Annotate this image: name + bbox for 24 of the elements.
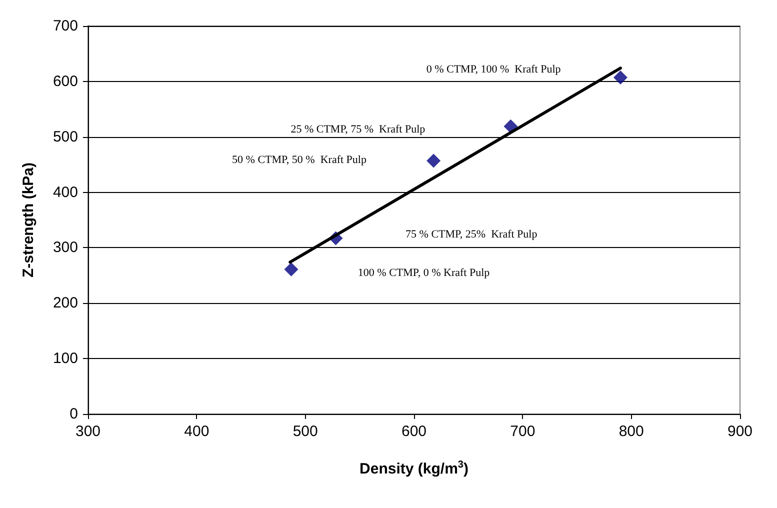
- annotation: 0 % CTMP, 100 % Kraft Pulp: [426, 63, 562, 76]
- point: [284, 262, 298, 276]
- y-tick-label: 600: [52, 72, 78, 90]
- x-tick-label: 300: [75, 423, 101, 440]
- annotation: 50 % CTMP, 50 % Kraft Pulp: [232, 154, 367, 166]
- x-tick-label: 800: [618, 423, 644, 440]
- x-tick-label: 500: [292, 423, 318, 440]
- x-tick-label: 600: [401, 423, 427, 440]
- point: [613, 70, 628, 85]
- annotation: 75 % CTMP, 25% Kraft Pulp: [406, 228, 538, 241]
- annotation: 25 % CTMP, 75 % Kraft Pulp: [290, 124, 426, 136]
- y-tick-label: 500: [52, 128, 78, 146]
- annotation: 100 % CTMP, 0 % Kraft Pulp: [358, 266, 490, 279]
- y-tick-label: 700: [52, 18, 78, 34]
- y-tick-label: 100: [52, 350, 78, 368]
- x-tick-label: 700: [510, 423, 536, 440]
- y-tick-label: 300: [52, 239, 78, 256]
- x-tick-label: 400: [184, 423, 210, 440]
- y-tick-label: 400: [52, 184, 78, 201]
- y-tick-label: 0: [70, 406, 78, 422]
- point: [426, 154, 441, 168]
- x-tick-label: 900: [727, 423, 753, 440]
- y-axis-title: Z-strength (kPa): [20, 162, 37, 278]
- y-tick-label: 200: [52, 294, 78, 312]
